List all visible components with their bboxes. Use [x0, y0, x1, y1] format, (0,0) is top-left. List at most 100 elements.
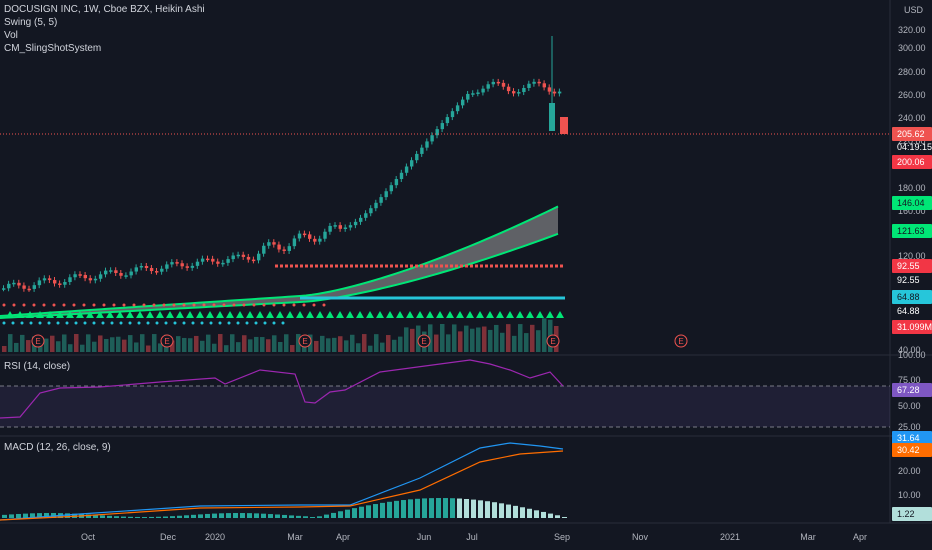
- macd-histogram-bar: [275, 514, 280, 518]
- candle-body: [221, 262, 225, 265]
- candle-body: [98, 274, 103, 279]
- signal-triangle: [66, 311, 74, 318]
- candle-body: [313, 238, 317, 242]
- signal-dot: [52, 303, 56, 307]
- macd-tag: 31.64: [897, 433, 920, 443]
- candle-body: [27, 288, 31, 291]
- candle-body: [404, 166, 409, 173]
- candle-body: [374, 202, 378, 209]
- price-tick-label: 160.00: [898, 206, 926, 216]
- volume-bar: [512, 335, 517, 352]
- signal-triangle: [146, 311, 154, 318]
- signal-dot: [242, 303, 246, 307]
- volume-bar: [428, 324, 433, 352]
- macd-histogram-bar: [394, 500, 399, 518]
- macd-histogram-bar: [247, 513, 252, 518]
- candle-body: [318, 238, 322, 242]
- rsi-legend[interactable]: RSI (14, close): [4, 360, 70, 373]
- candle-body: [114, 270, 118, 274]
- macd-histogram-bar: [387, 501, 392, 518]
- time-tick-label: Jun: [417, 532, 432, 542]
- rsi-tick-label: 50.00: [898, 401, 921, 411]
- macd-tick-label: 10.00: [898, 490, 921, 500]
- signal-triangle: [516, 311, 524, 318]
- vol-indicator-label[interactable]: Vol: [4, 30, 18, 41]
- volume-bar: [44, 338, 49, 352]
- macd-indicator-label[interactable]: MACD (12, 26, close, 9): [4, 442, 111, 453]
- candle-body: [88, 278, 93, 281]
- earnings-label: E: [302, 337, 307, 346]
- candle-body: [338, 225, 342, 229]
- price-tick-label: 120.00: [898, 251, 926, 261]
- volume-bar: [500, 332, 505, 352]
- rsi-indicator-label[interactable]: RSI (14, close): [4, 361, 71, 372]
- candle-body: [160, 268, 164, 272]
- volume-bar: [374, 334, 379, 352]
- volume-bar: [338, 336, 343, 352]
- signal-dot: [20, 321, 24, 325]
- last-price-tag-bg: [892, 127, 932, 141]
- macd-histogram-bar: [184, 515, 189, 518]
- candle-body: [389, 185, 393, 192]
- price-tag: 64.88: [897, 292, 920, 302]
- volume-bar: [122, 339, 127, 352]
- time-tick-label: Apr: [853, 532, 867, 542]
- rsi-band: [0, 386, 890, 427]
- macd-tag: 30.42: [897, 445, 920, 455]
- swing-indicator-label[interactable]: Swing (5, 5): [4, 17, 58, 28]
- signal-dot: [182, 321, 186, 325]
- signal-dot: [272, 321, 276, 325]
- earnings-label: E: [421, 337, 426, 346]
- candle-body: [522, 87, 526, 93]
- earnings-label: E: [550, 337, 555, 346]
- candle-body: [455, 105, 460, 112]
- candle-body: [542, 83, 546, 88]
- volume-bar: [80, 344, 85, 352]
- volume-bar: [206, 334, 211, 352]
- macd-histogram-bar: [37, 513, 42, 518]
- candle-body: [481, 88, 485, 93]
- signal-dot: [162, 303, 166, 307]
- slingshot-indicator-label[interactable]: CM_SlingShotSystem: [4, 43, 102, 54]
- signal-dot: [245, 321, 249, 325]
- price-tag-bg: [892, 304, 932, 318]
- price-tag: 146.04: [897, 198, 925, 208]
- volume-bar: [542, 318, 547, 352]
- candle-body: [165, 264, 169, 269]
- candle-body: [119, 273, 123, 276]
- signal-dot: [128, 321, 132, 325]
- time-tick-label: 2021: [720, 532, 740, 542]
- earnings-label: E: [678, 337, 683, 346]
- macd-histogram-bar: [429, 498, 434, 518]
- volume-bar: [332, 337, 337, 352]
- candle-body: [415, 153, 419, 161]
- signal-dot: [227, 321, 231, 325]
- signal-dot: [74, 321, 78, 325]
- candle-body: [461, 99, 465, 106]
- signal-triangle: [396, 311, 404, 318]
- candle-body: [323, 231, 327, 239]
- volume-bar: [68, 344, 73, 352]
- candle-body: [476, 92, 480, 94]
- candle-body: [22, 285, 26, 289]
- volume-bar: [134, 342, 139, 352]
- signal-triangle: [356, 311, 364, 318]
- signal-triangle: [56, 311, 64, 318]
- volume-bar: [230, 334, 235, 352]
- volume-bar: [236, 342, 241, 352]
- volume-bar: [452, 324, 457, 352]
- candle-body: [425, 141, 429, 148]
- macd-histogram-bar: [471, 499, 476, 518]
- rsi-value-tag-bg: [892, 383, 932, 397]
- volume-bar: [362, 334, 367, 352]
- volume-bar: [2, 346, 7, 352]
- candle-body: [466, 93, 470, 100]
- symbol-title[interactable]: DOCUSIGN INC, 1W, Cboe BZX, Heikin Ashi: [4, 4, 205, 15]
- candle-body: [17, 282, 21, 286]
- earnings-label: E: [35, 337, 40, 346]
- macd-legend[interactable]: MACD (12, 26, close, 9): [4, 441, 111, 454]
- macd-histogram-bar: [219, 513, 224, 518]
- volume-bar: [188, 338, 193, 352]
- candle-body: [517, 92, 521, 94]
